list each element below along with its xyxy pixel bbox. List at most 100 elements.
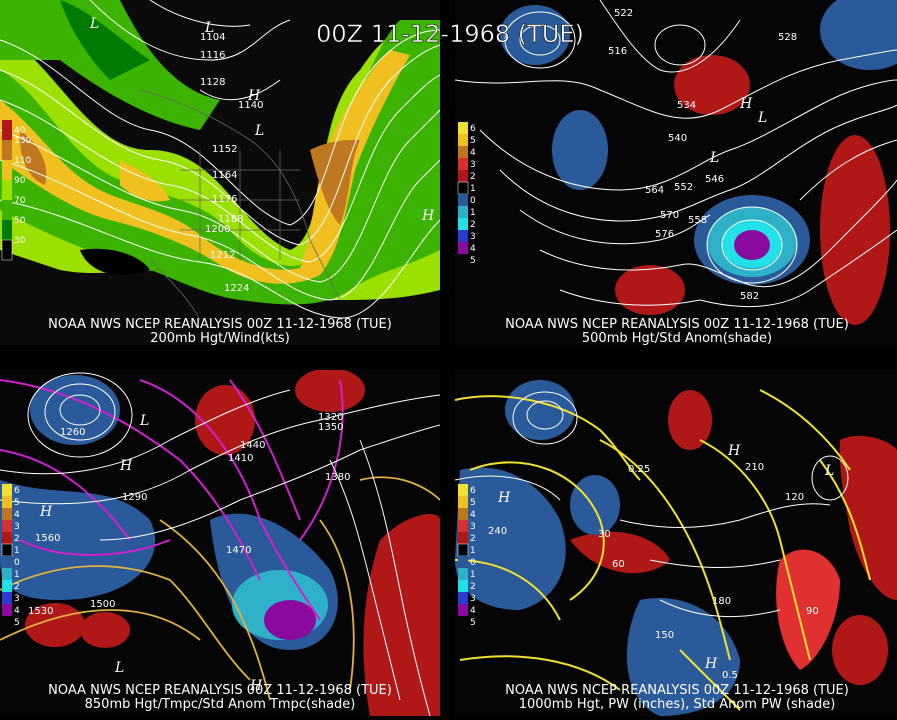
panel-caption-line2: 200mb Hgt/Wind(kts) [150,331,290,346]
map-symbol: H [704,656,718,672]
map-symbol: L [824,463,834,479]
panel-caption-line1: NOAA NWS NCEP REANALYSIS 00Z 11-12-1968 … [48,317,392,332]
panel-caption-line2: 500mb Hgt/Std Anom(shade) [582,331,772,346]
height-label: 180 [712,596,731,607]
height-label: 1380 [325,472,350,483]
height-label: 1212 [210,250,235,261]
legend-850mb: 6 5 4 3 2 1 0 1 2 3 4 5 [1,484,20,628]
legend-label: 2 [470,220,476,230]
height-label: 210 [745,462,764,473]
map-symbol: L [757,110,767,126]
panel-850mb: 6 5 4 3 2 1 0 1 2 3 4 5 1260 1290 1320 1… [0,370,440,716]
height-label: 120 [785,492,804,503]
legend-label: 4 [470,244,476,254]
panel-500mb: 6 5 4 3 2 1 0 1 2 3 4 5 522 516 528 534 … [455,0,897,346]
legend-label: 50 [14,216,26,226]
panel-caption-line2: 850mb Hgt/Tmpc/Std Anom Tmpc(shade) [85,697,356,712]
legend-1000mb: 6 5 4 3 2 1 0 1 2 3 4 5 [457,484,476,628]
map-symbol: H [739,96,753,112]
height-label: 1116 [200,50,225,61]
height-label: 1320 [318,412,343,423]
map-symbol: L [89,16,99,32]
legend-label: 4 [470,510,476,520]
height-label: 1224 [224,283,249,294]
legend-label: 4 [14,606,20,616]
height-label: 150 [655,630,674,641]
legend-label: 0 [470,558,476,568]
height-label: 1470 [226,545,251,556]
height-label: 1140 [238,100,263,111]
height-label: 546 [705,174,724,185]
legend-label: 5 [14,618,20,628]
height-label: 1164 [212,170,237,181]
legend-label: 5 [470,618,476,628]
height-label: 1500 [90,599,115,610]
legend-label: 1 [14,570,20,580]
height-label: 576 [655,229,674,240]
map-symbol: L [139,413,149,429]
height-label: 1290 [122,492,147,503]
panel-caption-line2: 1000mb Hgt, PW (inches), Std Anom PW (sh… [519,697,836,712]
map-symbol: H [497,490,511,506]
map-symbol: H [247,88,261,104]
legend-label: 2 [14,534,20,544]
map-symbol: H [39,504,53,520]
legend-label: 90 [14,176,26,186]
panel-caption-line1: NOAA NWS NCEP REANALYSIS 00Z 11-12-1968 … [505,683,849,698]
height-label: 1200 [205,224,230,235]
legend-label: 1 [470,184,476,194]
height-label: 1176 [212,194,237,205]
legend-label: 1 [14,546,20,556]
legend-label: 3 [470,160,476,170]
legend-label: 2 [470,534,476,544]
legend-label: 6 [14,486,20,496]
height-label: 1188 [218,214,243,225]
height-label: 90 [806,606,819,617]
height-label: 534 [677,100,696,111]
height-label: 0.25 [628,464,650,475]
legend-label: 3 [470,232,476,242]
legend-label: 3 [14,594,20,604]
height-label: 1440 [240,440,265,451]
legend-label: 3 [14,522,20,532]
legend-label: 2 [470,172,476,182]
map-symbol: L [114,660,124,676]
height-label: 0.5 [722,670,738,681]
legend-label: 130 [14,136,31,146]
height-label: 60 [612,559,625,570]
height-label: 522 [614,8,633,19]
legend-label: 40 [14,126,26,136]
legend-label: 0 [470,196,476,206]
legend-label: 2 [470,582,476,592]
legend-label: 2 [14,582,20,592]
height-label: 528 [778,32,797,43]
panel-200mb: 40 130 110 90 70 50 30 1104 1116 1128 11… [0,0,440,346]
legend-label: 6 [470,486,476,496]
legend-label: 3 [470,522,476,532]
legend-label: 110 [14,156,31,166]
legend-200mb: 40 130 110 90 70 50 30 [1,120,31,261]
height-label: 1152 [212,144,237,155]
height-label: 558 [688,215,707,226]
legend-label: 70 [14,196,26,206]
panel-1000mb: 6 5 4 3 2 1 0 1 2 3 4 5 30 60 90 120 150… [455,370,897,716]
height-label: 1260 [60,427,85,438]
height-label: 1350 [318,422,343,433]
map-symbol: H [119,458,133,474]
legend-label: 5 [470,498,476,508]
legend-label: 0 [14,558,20,568]
map-symbol: H [727,443,741,459]
panel-caption-line1: NOAA NWS NCEP REANALYSIS 00Z 11-12-1968 … [48,683,392,698]
height-label: 240 [488,526,507,537]
legend-label: 1 [470,208,476,218]
legend-label: 4 [470,606,476,616]
legend-label: 30 [14,236,26,246]
map-symbol: H [421,208,435,224]
height-label: 570 [660,210,679,221]
height-label: 1128 [200,77,225,88]
map-symbol: L [254,123,264,139]
height-label: 30 [598,529,611,540]
height-label: 564 [645,185,664,196]
